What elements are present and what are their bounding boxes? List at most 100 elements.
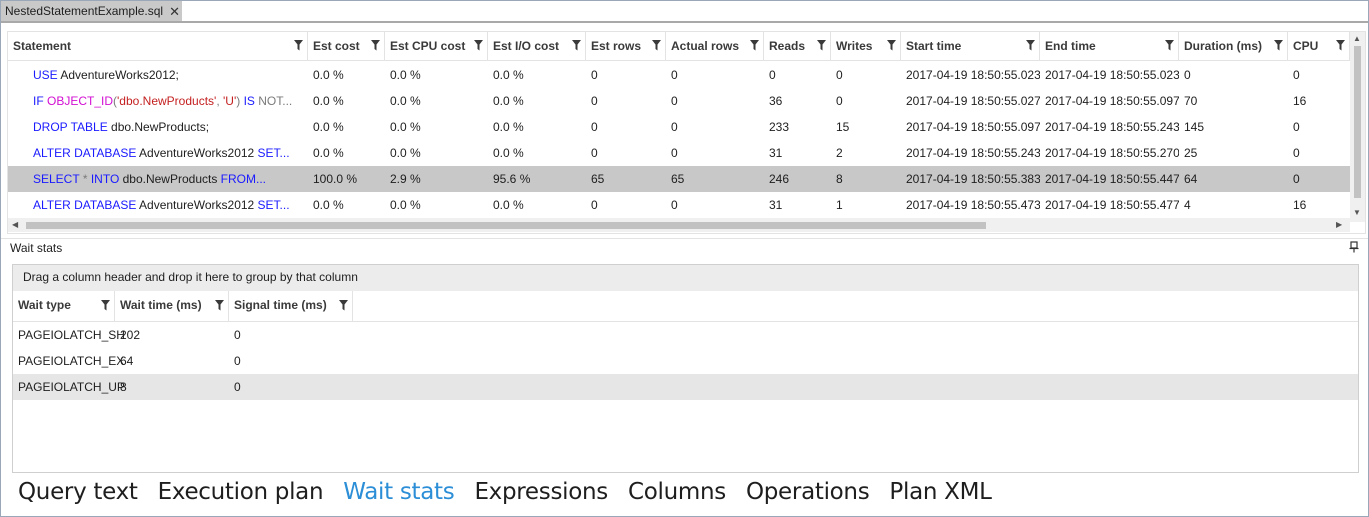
tab-plan-xml[interactable]: Plan XML (889, 479, 992, 505)
cell-wait-time-ms: 202 (120, 328, 141, 342)
cell-est-rows: 0 (591, 94, 598, 108)
column-header-actual-rows[interactable]: Actual rows (666, 32, 764, 61)
tab-execution-plan[interactable]: Execution plan (157, 479, 324, 505)
cell-actual-rows: 0 (671, 68, 678, 82)
column-header-est-cost[interactable]: Est cost (308, 32, 385, 61)
statement-token: ) (236, 94, 244, 108)
cell-est-i-o-cost: 0.0 % (493, 146, 524, 160)
table-row[interactable]: PAGEIOLATCH_EX 64 0 (13, 348, 1358, 374)
horizontal-scrollbar[interactable]: ◀ ▶ (8, 218, 1350, 232)
cell-duration-ms: 70 (1184, 94, 1198, 108)
column-header-label: Est CPU cost (390, 39, 466, 53)
table-row[interactable]: DROP TABLE dbo.NewProducts; 0.0 % 0.0 % 0.0… (8, 114, 1350, 140)
tab-query-text[interactable]: Query text (18, 479, 138, 505)
table-row[interactable]: USE AdventureWorks2012; 0.0 % 0.0 % 0.0 % 0 0… (8, 62, 1350, 88)
cell-est-rows: 65 (591, 172, 605, 186)
filter-icon[interactable] (1274, 40, 1283, 51)
statement-token: FROM... (220, 172, 266, 186)
cell-start-time: 2017-04-19 18:50:55.473 (906, 198, 1040, 212)
statement-token: , (216, 94, 223, 108)
column-header-cpu[interactable]: CPU (1288, 32, 1350, 61)
column-header-duration-ms[interactable]: Duration (ms) (1179, 32, 1288, 61)
column-header-est-i-o-cost[interactable]: Est I/O cost (488, 32, 586, 61)
close-icon[interactable]: ✕ (169, 3, 180, 19)
filter-icon[interactable] (652, 40, 661, 51)
tab-columns[interactable]: Columns (627, 479, 726, 505)
filter-icon[interactable] (339, 300, 348, 311)
column-header-signal-time-ms[interactable]: Signal time (ms) (229, 291, 353, 321)
vertical-scrollbar[interactable]: ▲ ▼ (1350, 32, 1365, 222)
table-row[interactable]: PAGEIOLATCH_UP 8 0 (13, 374, 1358, 400)
table-row[interactable]: ALTER DATABASE AdventureWorks2012 SET...… (8, 140, 1350, 166)
tab-expressions[interactable]: Expressions (474, 479, 608, 505)
filter-icon[interactable] (474, 40, 483, 51)
column-header-statement[interactable]: Statement (8, 32, 308, 61)
cell-est-i-o-cost: 0.0 % (493, 120, 524, 134)
scroll-right-icon[interactable]: ▶ (1336, 220, 1343, 229)
filter-icon[interactable] (572, 40, 581, 51)
cell-wait-type: PAGEIOLATCH_UP (18, 380, 125, 394)
statement-cell: ALTER DATABASE AdventureWorks2012 SET... (28, 192, 308, 218)
statement-token: AdventureWorks2012; (60, 68, 179, 82)
table-row[interactable]: PAGEIOLATCH_SH 202 0 (13, 322, 1358, 348)
filter-icon[interactable] (887, 40, 896, 51)
filter-icon[interactable] (1026, 40, 1035, 51)
table-row[interactable]: SELECT * INTO dbo.NewProducts FROM... 100… (8, 166, 1350, 192)
filter-icon[interactable] (371, 40, 380, 51)
statement-token: * (82, 172, 91, 186)
cell-actual-rows: 0 (671, 198, 678, 212)
cell-est-cpu-cost: 0.0 % (390, 68, 421, 82)
tab-wait-stats[interactable]: Wait stats (343, 479, 455, 505)
tab-operations[interactable]: Operations (745, 479, 870, 505)
scroll-down-icon[interactable]: ▼ (1353, 208, 1361, 217)
statement-token: ALTER DATABASE (33, 198, 140, 212)
column-header-writes[interactable]: Writes (831, 32, 901, 61)
column-header-reads[interactable]: Reads (764, 32, 831, 61)
wait-stats-grid: Drag a column header and drop it here to… (12, 264, 1359, 473)
cell-est-i-o-cost: 0.0 % (493, 198, 524, 212)
cell-end-time: 2017-04-19 18:50:55.023 (1045, 68, 1179, 82)
filter-icon[interactable] (750, 40, 759, 51)
statement-token: dbo.NewProducts; (111, 120, 210, 134)
cell-est-cpu-cost: 2.9 % (390, 172, 421, 186)
filter-icon[interactable] (101, 300, 110, 311)
column-header-label: Signal time (ms) (234, 298, 327, 312)
horizontal-scroll-thumb[interactable] (26, 222, 986, 229)
document-tab[interactable]: NestedStatementExample.sql ✕ (1, 1, 182, 21)
column-header-wait-type[interactable]: Wait type (13, 291, 115, 321)
column-header-label: Duration (ms) (1184, 39, 1262, 53)
statement-cell: DROP TABLE dbo.NewProducts; (28, 114, 308, 140)
table-row[interactable]: ALTER DATABASE AdventureWorks2012 SET...… (8, 192, 1350, 218)
vertical-scroll-thumb[interactable] (1354, 46, 1361, 198)
filter-icon[interactable] (294, 40, 303, 51)
scroll-left-icon[interactable]: ◀ (12, 220, 19, 229)
cell-signal-time-ms: 0 (234, 380, 241, 394)
column-header-end-time[interactable]: End time (1040, 32, 1179, 61)
filter-icon[interactable] (1336, 40, 1345, 51)
cell-start-time: 2017-04-19 18:50:55.383 (906, 172, 1040, 186)
filter-icon[interactable] (215, 300, 224, 311)
statement-token: IS (243, 94, 259, 108)
filter-icon[interactable] (817, 40, 826, 51)
column-header-est-cpu-cost[interactable]: Est CPU cost (385, 32, 488, 61)
cell-est-cost: 0.0 % (313, 120, 344, 134)
column-header-wait-time-ms[interactable]: Wait time (ms) (115, 291, 229, 321)
column-header-label: End time (1045, 39, 1096, 53)
cell-duration-ms: 25 (1184, 146, 1198, 160)
scroll-up-icon[interactable]: ▲ (1353, 34, 1361, 43)
cell-est-cpu-cost: 0.0 % (390, 94, 421, 108)
cell-duration-ms: 64 (1184, 172, 1198, 186)
document-tabstrip: NestedStatementExample.sql ✕ (1, 1, 1368, 23)
cell-writes: 2 (836, 146, 843, 160)
column-header-start-time[interactable]: Start time (901, 32, 1040, 61)
column-header-est-rows[interactable]: Est rows (586, 32, 666, 61)
cell-duration-ms: 145 (1184, 120, 1205, 134)
table-row[interactable]: IF OBJECT_ID('dbo.NewProducts', 'U') IS … (8, 88, 1350, 114)
cell-actual-rows: 0 (671, 120, 678, 134)
panel-splitter[interactable] (1, 238, 1368, 239)
group-by-panel[interactable]: Drag a column header and drop it here to… (13, 265, 1358, 291)
cell-wait-type: PAGEIOLATCH_EX (18, 354, 125, 368)
statement-token: ( (113, 94, 118, 108)
pin-icon[interactable] (1349, 241, 1359, 253)
filter-icon[interactable] (1165, 40, 1174, 51)
